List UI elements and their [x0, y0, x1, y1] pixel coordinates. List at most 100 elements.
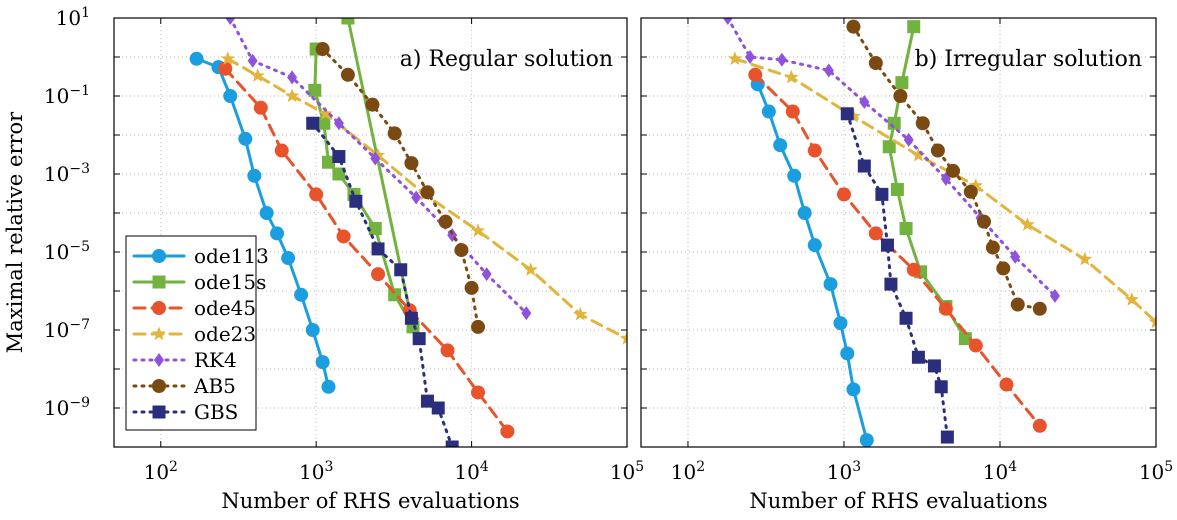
data-point-ode15s [899, 222, 913, 236]
data-point-ode45 [500, 424, 515, 439]
data-point-ode23 [284, 88, 300, 103]
data-point-ab5 [846, 19, 861, 34]
data-point-gbs [940, 430, 954, 444]
y-tick-label: 101 [56, 5, 90, 30]
data-point-ab5 [915, 116, 930, 131]
panel-title: b) Irregular solution [915, 47, 1142, 72]
data-point-ab5 [340, 67, 355, 82]
x-tick-label: 104 [454, 459, 488, 484]
chart-panel-1: 102 103 104 105 101 10−1 10−3 10−5 10−7 10−9 Numbe… [3, 5, 644, 513]
data-point-ab5 [868, 56, 883, 71]
data-point-ode23 [968, 178, 983, 192]
data-point-ab5 [1032, 301, 1047, 316]
data-point-ab5 [438, 214, 453, 229]
y-tick-label: 10−7 [44, 317, 90, 342]
data-point-ode23 [1124, 292, 1139, 306]
chart-panel-2: 102 103 104 105 Number of RHS evaluations b) … [640, 17, 1173, 513]
data-point-ode45 [440, 343, 455, 358]
data-point-gbs [875, 187, 889, 201]
y-axis-label: Maximal relative error [3, 111, 27, 353]
legend-marker-ode15s [152, 275, 166, 289]
data-point-ode23 [220, 51, 235, 65]
data-point-ode45 [807, 143, 822, 158]
y-tick-label: 10−1 [44, 83, 90, 108]
data-point-rk4 [411, 190, 422, 205]
series-group [722, 18, 1156, 447]
y-tick-label: 10−9 [44, 395, 90, 420]
y-tick-label: 10−3 [44, 161, 90, 186]
data-point-ab5 [404, 156, 419, 171]
data-point-rk4 [776, 52, 787, 67]
data-point-ab5 [996, 261, 1011, 276]
legend-label-gbs: GBS [194, 400, 238, 424]
data-point-ode15s [887, 116, 901, 130]
data-point-ode23 [523, 262, 538, 276]
x-axis-label: Number of RHS evaluations [749, 489, 1047, 513]
data-point-rk4 [481, 267, 492, 282]
series-line-ab5 [321, 47, 480, 329]
legend-label-ode15s: ode15s [194, 270, 266, 294]
data-point-ode45 [371, 267, 386, 282]
data-point-ode45 [253, 100, 268, 115]
data-point-ode23 [318, 106, 333, 120]
data-point-ode113 [247, 168, 262, 183]
legend-label-ode23: ode23 [194, 322, 256, 346]
data-point-ode113 [315, 355, 330, 370]
data-point-ode113 [321, 379, 336, 394]
data-point-ode113 [259, 206, 274, 220]
legend-marker-rk4 [154, 353, 164, 367]
data-point-ab5 [893, 89, 908, 103]
legend-marker-ode23 [151, 326, 167, 341]
data-point-ode113 [281, 251, 296, 266]
series-line-gbs [845, 112, 949, 439]
series-line-rk4 [726, 18, 1057, 298]
x-tick-label: 105 [1139, 459, 1173, 484]
data-point-ode23 [250, 68, 265, 82]
data-point-ode23 [1148, 314, 1156, 329]
legend-marker-ode45 [152, 301, 166, 315]
data-point-ab5 [464, 280, 479, 295]
data-point-ode15s [890, 183, 904, 197]
data-point-ode45 [309, 187, 324, 202]
data-point-gbs [420, 394, 434, 408]
data-point-ab5 [963, 184, 978, 199]
data-point-gbs [899, 311, 913, 325]
data-point-gbs [857, 159, 871, 173]
data-point-ode15s [882, 140, 896, 154]
data-point-rk4 [370, 151, 381, 166]
data-point-ab5 [977, 214, 992, 229]
data-point-gbs [840, 107, 854, 121]
data-point-gbs [332, 150, 346, 164]
data-point-ode23 [370, 147, 386, 162]
series-line-ode15s [887, 25, 967, 341]
data-point-gbs [445, 440, 459, 447]
data-point-ode15s [308, 83, 322, 97]
data-point-gbs [880, 238, 894, 252]
data-point-rk4 [859, 95, 870, 110]
data-point-ab5 [1010, 297, 1025, 312]
data-point-ode15s [907, 20, 921, 34]
data-point-rk4 [823, 63, 834, 78]
data-point-ode45 [471, 385, 486, 400]
data-point-ode113 [189, 51, 204, 66]
data-point-ab5 [930, 143, 945, 158]
data-point-ode113 [859, 433, 874, 447]
data-point-ode23 [573, 306, 588, 321]
legend-label-ab5: AB5 [193, 374, 236, 398]
plot-frame [640, 17, 1157, 448]
data-point-ode15s [895, 76, 909, 90]
x-axis-label: Number of RHS evaluations [221, 489, 519, 513]
data-point-ode15s [368, 222, 382, 236]
data-point-gbs [371, 242, 385, 256]
data-point-ab5 [985, 240, 1000, 255]
data-point-ode45 [218, 61, 233, 76]
data-point-rk4 [333, 116, 344, 131]
x-tick-label: 105 [610, 459, 644, 484]
data-point-ode15s [958, 332, 972, 346]
data-point-ab5 [315, 42, 330, 57]
data-point-gbs [349, 194, 363, 208]
data-point-ode45 [938, 301, 953, 316]
data-point-ode113 [305, 323, 320, 337]
